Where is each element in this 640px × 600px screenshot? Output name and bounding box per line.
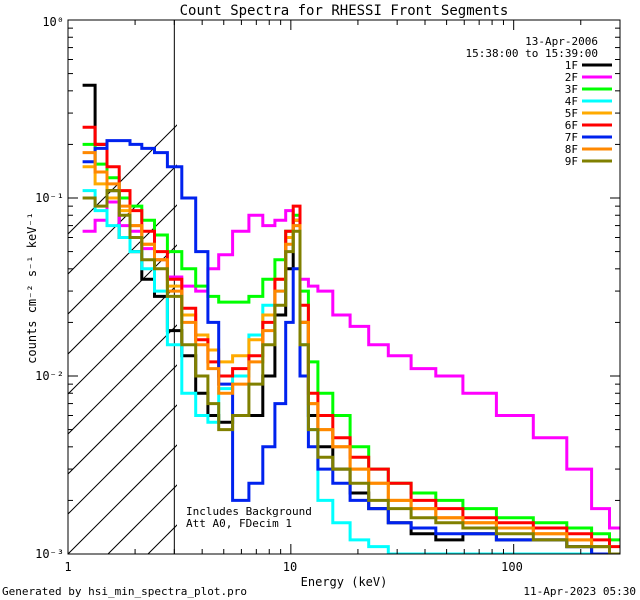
legend-label-6f: 6F [565,119,578,132]
y-axis-label: counts cm⁻² s⁻¹ keV⁻¹ [25,212,39,364]
series-9f-line [82,189,620,554]
x-tick-label-10: 10 [283,560,297,574]
legend-label-8f: 8F [565,143,578,156]
footer-timestamp: 11-Apr-2023 05:30 [523,585,636,598]
y-tick-label-1e-1: 10⁻¹ [35,191,64,205]
hatch-line [628,20,640,554]
hatch-line [68,124,177,235]
series-8f-line [82,151,620,554]
hatch-line [68,244,177,355]
annotation-attenuator: Att A0, FDecim 1 [186,517,292,530]
hatch-line [68,404,177,515]
series-7f-line [82,139,620,554]
series-layer [82,83,620,554]
series-2f-line [82,200,620,530]
annotation-background: Includes Background [186,505,312,518]
legend-label-7f: 7F [565,131,578,144]
y-tick-label-1e0: 10⁰ [42,15,64,29]
legend-label-5f: 5F [565,107,578,120]
legend-date: 13-Apr-2006 [525,35,598,48]
hatch-line [228,20,640,554]
footer-generated-by: Generated by hsi_min_spectra_plot.pro [2,585,247,598]
legend-label-3f: 3F [565,83,578,96]
hatch-line [68,324,177,435]
x-tick-label-100: 100 [501,560,523,574]
x-axis-label: Energy (keV) [301,575,388,589]
legend-time-range: 15:38:00 to 15:39:00 [466,47,598,60]
series-6f-line [82,125,620,549]
y-tick-label-1e-2: 10⁻² [35,369,64,383]
hatch-line [68,364,177,475]
hatch-line [68,204,177,315]
y-tick-label-1e-3: 10⁻³ [35,547,64,561]
hatch-line [68,284,177,395]
chart-title: Count Spectra for RHESSI Front Segments [180,3,509,19]
legend-label-2f: 2F [565,71,578,84]
hatch-line [68,444,177,554]
hatch-line [468,20,640,554]
legend-label-9f: 9F [565,155,578,168]
plot-frame [67,19,621,555]
legend-label-1f: 1F [565,59,578,72]
x-tick-label-1: 1 [64,560,71,574]
axis-ticks [67,19,621,555]
legend-label-4f: 4F [565,95,578,108]
